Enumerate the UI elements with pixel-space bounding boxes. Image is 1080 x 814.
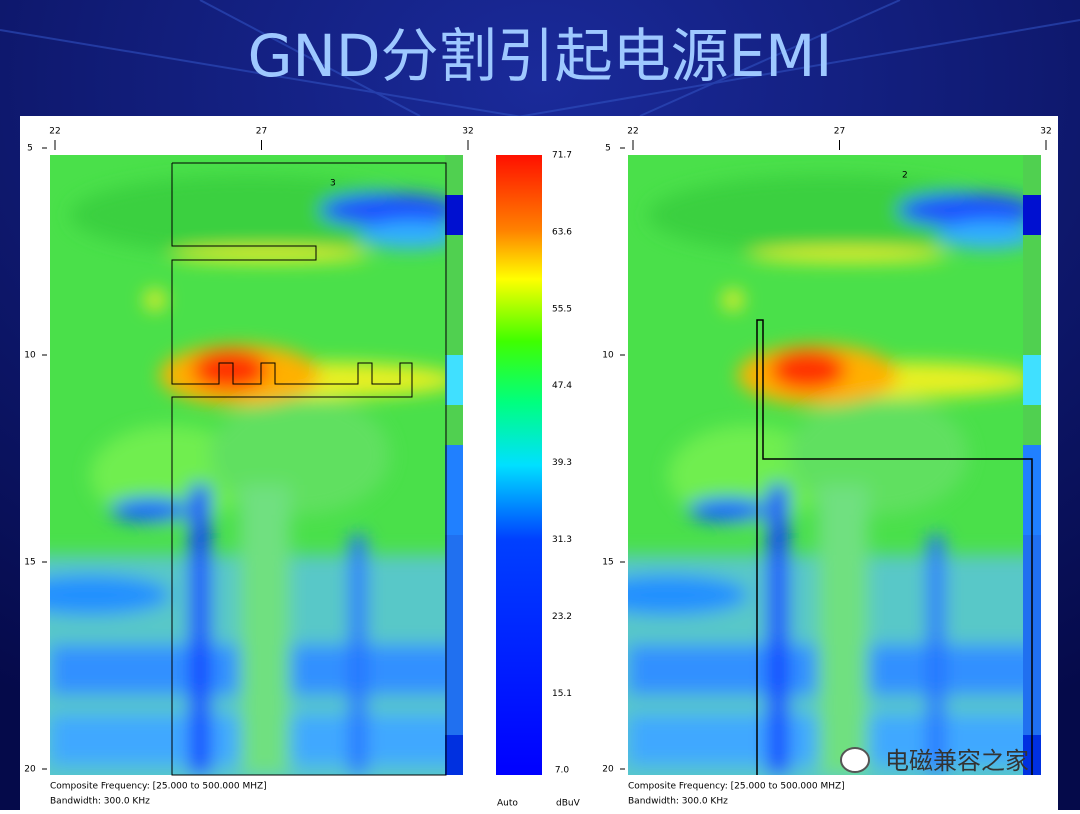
- colorbar-label: 63.6: [552, 227, 572, 237]
- y-tick-label: 15: [24, 558, 35, 568]
- y-tick-label: 5: [27, 144, 33, 154]
- outline: [171, 162, 447, 776]
- slide-title: GND分割引起电源EMI: [248, 22, 833, 90]
- footer-text: Bandwidth: 300.0 KHz: [628, 797, 728, 807]
- x-tick-label: 32: [1040, 127, 1051, 137]
- watermark-text: 电磁兼容之家: [885, 747, 1029, 775]
- x-tick-label: 27: [834, 127, 845, 137]
- footer-text: Composite Frequency: [25.000 to 500.000 …: [628, 782, 845, 792]
- colorbar: [496, 155, 542, 775]
- x-tick-label: 32: [462, 127, 473, 137]
- y-tick-label: 20: [602, 765, 614, 775]
- marker-label: 2: [902, 171, 908, 181]
- colorbar-label: 31.3: [552, 535, 572, 545]
- footer-text: Bandwidth: 300.0 KHz: [50, 797, 150, 807]
- x-tick-label: 22: [627, 127, 638, 137]
- marker-label: 3: [330, 179, 336, 189]
- y-tick-label: 5: [605, 144, 611, 154]
- outline: [756, 319, 1033, 775]
- wechat-icon: [840, 747, 870, 773]
- colorbar-label: 47.4: [552, 381, 572, 391]
- colorbar-unit: dBuV: [556, 799, 581, 809]
- colorbar-label: 39.3: [552, 458, 572, 468]
- colorbar-auto: Auto: [497, 799, 518, 809]
- y-tick-label: 20: [24, 765, 36, 775]
- x-tick-label: 27: [256, 127, 267, 137]
- colorbar-label: 7.0: [555, 766, 570, 776]
- colorbar-label: 71.7: [552, 151, 572, 161]
- heatmap: [588, 155, 1058, 795]
- y-tick-label: 10: [602, 351, 614, 361]
- y-tick-label: 10: [24, 351, 36, 361]
- colorbar-label: 23.2: [552, 612, 572, 622]
- x-tick-label: 22: [49, 127, 60, 137]
- colorbar-label: 55.5: [552, 304, 572, 314]
- heatmap: [10, 155, 480, 795]
- decor-lines: [0, 0, 1080, 121]
- y-tick-label: 15: [602, 558, 613, 568]
- footer-text: Composite Frequency: [25.000 to 500.000 …: [50, 782, 267, 792]
- watermark: 电磁兼容之家: [840, 747, 1029, 775]
- colorbar-label: 15.1: [552, 689, 572, 699]
